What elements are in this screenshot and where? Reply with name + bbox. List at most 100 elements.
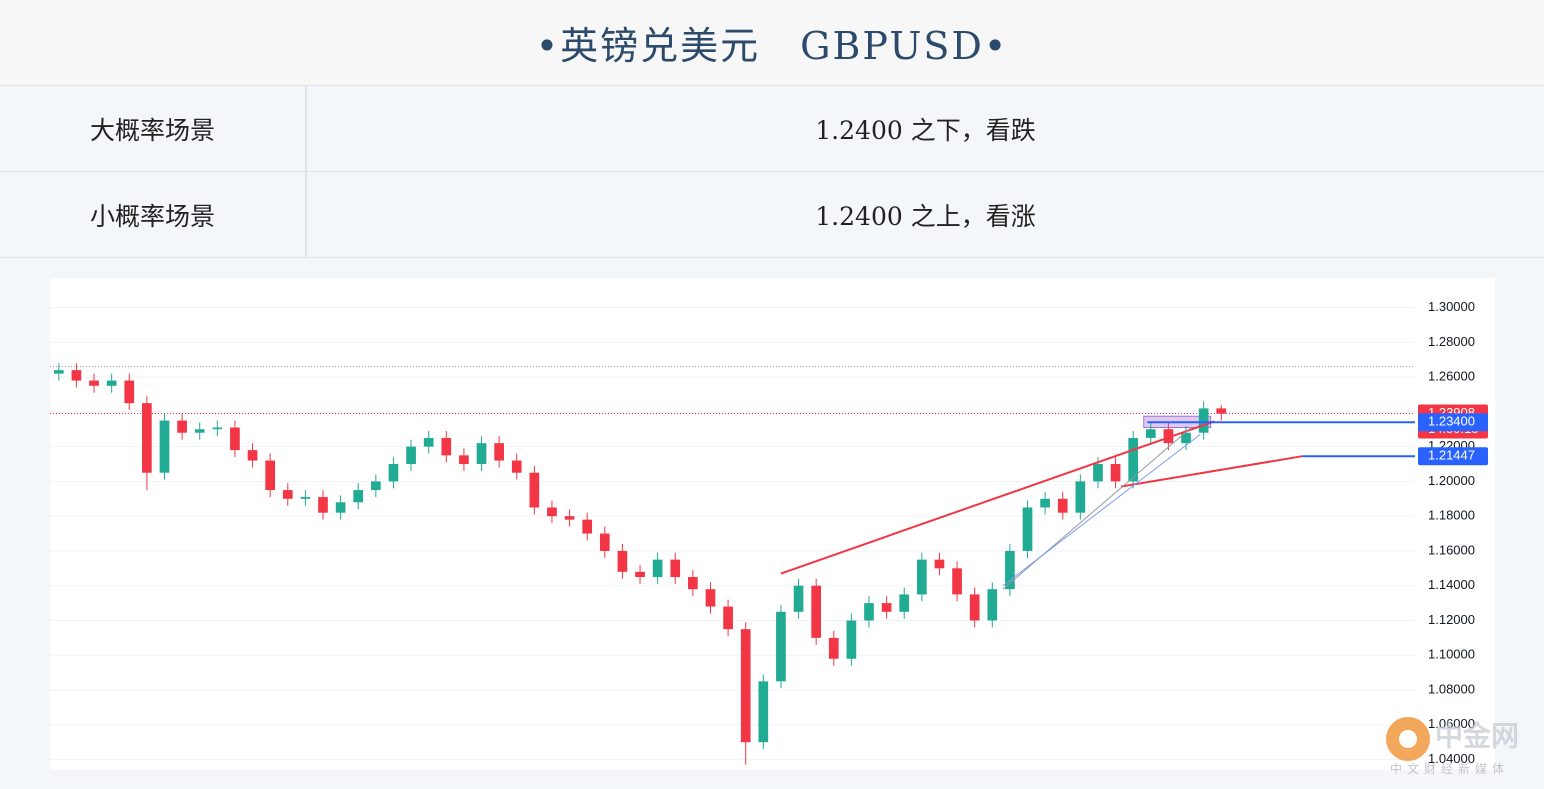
candle-body [899, 594, 910, 612]
candle-body [811, 585, 822, 638]
candle-body [511, 460, 522, 473]
trend-line [1002, 434, 1201, 587]
candle-body [459, 455, 469, 465]
candle-body [828, 637, 839, 659]
candle-body [881, 603, 892, 612]
watermark-tagline: 中文财经新媒体 [1390, 761, 1509, 776]
trend-line [780, 420, 1215, 575]
candle-body [106, 380, 117, 386]
candle-body [652, 559, 663, 578]
candle-body [142, 403, 152, 473]
candle-body [599, 533, 610, 551]
candle-body [987, 589, 998, 621]
candle-body [282, 490, 293, 499]
cell: 1.2400 之上，看涨 [815, 201, 1036, 231]
y-tick-label: 1.28000 [1428, 334, 1475, 349]
candle-body [1181, 432, 1191, 444]
candle-body [934, 559, 945, 569]
y-tick-label: 1.14000 [1428, 577, 1475, 592]
candle-body [758, 681, 769, 743]
y-tick-label: 1.30000 [1428, 299, 1475, 314]
candle-body [159, 420, 170, 473]
candle-body [916, 559, 927, 595]
candle-body [1128, 437, 1139, 482]
watermark: 中金网 中文财经新媒体 [1386, 717, 1519, 776]
candle-body [89, 380, 99, 386]
y-tick-label: 1.04000 [1428, 751, 1475, 766]
candle-body [688, 577, 698, 590]
candle-body [705, 589, 716, 607]
y-tick-label: 1.12000 [1428, 612, 1475, 627]
candle-body [723, 606, 733, 630]
candle-body [353, 490, 364, 503]
candle-body [177, 420, 187, 433]
candle-body [1040, 498, 1050, 508]
candle-body [300, 497, 311, 499]
candle-body [582, 519, 593, 534]
price-tag-label: 1.23400 [1428, 414, 1475, 429]
candle-body [124, 380, 135, 404]
candle-body [494, 443, 504, 461]
trend-line [1120, 455, 1303, 488]
logo [1399, 730, 1417, 748]
candle-body [335, 502, 346, 513]
y-tick-label: 1.18000 [1428, 508, 1475, 523]
candle-body [388, 464, 399, 482]
candle-body [635, 571, 645, 578]
candle-body [230, 427, 240, 451]
candle-body [1057, 498, 1068, 513]
price-tag [1418, 447, 1488, 466]
candle-body [476, 443, 487, 465]
candle-body [1022, 507, 1033, 551]
candle-body [1075, 481, 1086, 513]
cell: 小概率场景 [0, 172, 307, 257]
candle-body [952, 568, 962, 595]
plot-bg [50, 278, 1495, 770]
table-row: 小概率场景 1.2400 之上，看涨 [0, 172, 1544, 258]
title: •英镑兑美元 GBPUSD• [0, 0, 1544, 86]
candle-body [1163, 429, 1174, 444]
candle-body [71, 370, 82, 381]
cell: 1.2400 之下，看跌 [815, 115, 1036, 145]
candle-body [441, 437, 452, 456]
candle-body [1216, 408, 1227, 414]
candle-body [1005, 550, 1015, 590]
y-tick-label: 1.06000 [1428, 716, 1475, 731]
candle-body [846, 620, 857, 659]
candle-body [406, 446, 416, 465]
candle-body [564, 516, 575, 520]
candle-body [423, 437, 434, 447]
candle-body [740, 629, 751, 743]
price-tag-label: 1.21447 [1428, 448, 1475, 463]
candle-body [194, 429, 205, 433]
y-tick-label: 1.26000 [1428, 369, 1475, 384]
candle-body [547, 507, 557, 517]
candle-body [969, 594, 980, 621]
candle-body [247, 450, 258, 461]
candle-body [318, 497, 328, 513]
y-tick-label: 1.08000 [1428, 681, 1475, 696]
table-row: 大概率场景 1.2400 之下，看跌 [0, 86, 1544, 172]
cell: 大概率场景 [0, 86, 307, 171]
y-tick-label: 1.16000 [1428, 542, 1475, 557]
candle-body [617, 550, 628, 572]
candle-body [670, 559, 681, 578]
candle-body [529, 472, 540, 508]
candle-body [370, 481, 381, 491]
candle-body [53, 370, 64, 374]
candle-body [776, 611, 786, 682]
y-tick-label: 1.20000 [1428, 473, 1475, 488]
candle-body [793, 585, 804, 612]
chart: 1.04000 1.06000 1.08000 1.10000 1.12000 1.140… [0, 258, 1544, 789]
price-tag [1418, 413, 1488, 432]
candle-body [1198, 408, 1209, 433]
candle-body [1145, 429, 1156, 438]
candle-body [265, 460, 276, 491]
candle-body [864, 603, 874, 621]
y-tick-label: 1.10000 [1428, 647, 1475, 662]
candle-body [1093, 464, 1103, 482]
candle-body [212, 427, 223, 430]
watermark-name: 中金网 [1435, 719, 1519, 751]
candle-body [1110, 464, 1121, 482]
